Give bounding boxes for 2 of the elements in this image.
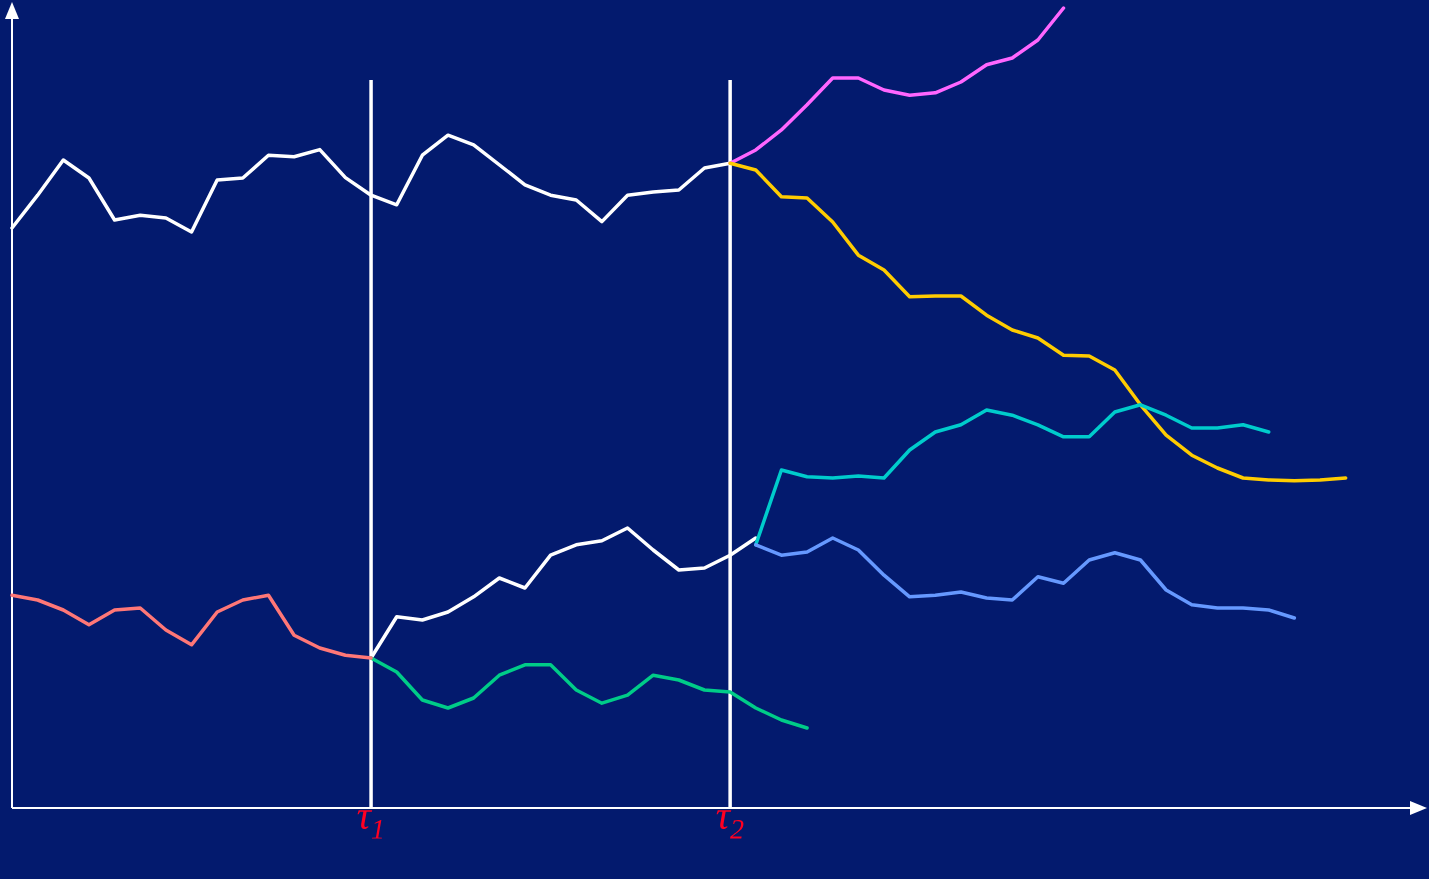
x-tick-label: τ$_{1}$ bbox=[357, 810, 382, 839]
x-tick-label: τ$_{2}$ bbox=[716, 810, 744, 839]
